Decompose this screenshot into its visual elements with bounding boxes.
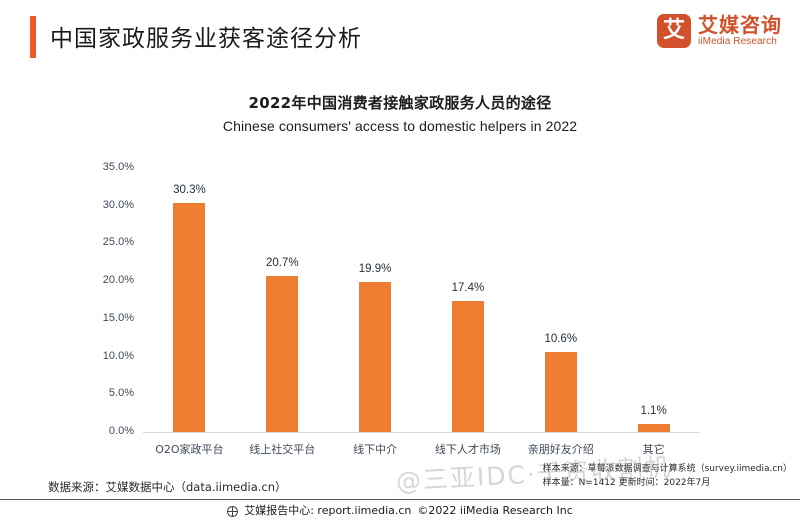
bar-value-label: 17.4% — [451, 281, 485, 294]
y-axis-tick-label: 15.0% — [102, 311, 134, 324]
data-source-note: 数据来源：艾媒数据中心（data.iimedia.cn） — [48, 480, 287, 494]
bar[interactable] — [173, 203, 206, 432]
x-axis-tick-label: 其它 — [642, 443, 665, 456]
report-center-link[interactable]: 艾媒报告中心: report.iimedia.cn — [244, 504, 412, 517]
iimedia-logo: 艾 艾媒咨询 iiMedia Research — [657, 14, 782, 48]
axis-baseline — [143, 432, 700, 433]
y-axis-tick-label: 30.0% — [102, 198, 134, 211]
chart-title-en: Chinese consumers' access to domestic he… — [222, 118, 578, 134]
logo-text: 艾媒咨询 iiMedia Research — [698, 12, 782, 48]
bar[interactable] — [451, 300, 484, 432]
page-header: 中国家政服务业获客途径分析 艾 艾媒咨询 iiMedia Research — [0, 0, 800, 72]
x-axis-tick-label: 亲朋好友介绍 — [527, 443, 594, 456]
bar[interactable] — [544, 352, 577, 432]
logo-mark-icon: 艾 — [657, 14, 691, 48]
y-axis-tick-label: 25.0% — [102, 236, 134, 249]
sample-size-note: 样本量：N=1412 更新时间：2022年7月 — [542, 477, 711, 488]
sample-source-note: 样本来源：草莓派数据调查与计算系统（survey.iimedia.cn） — [542, 464, 792, 474]
y-axis-tick-label: 35.0% — [102, 161, 134, 173]
chart-title-cn: 2022年中国消费者接触家政服务人员的途径 — [248, 94, 552, 112]
bar-value-label: 1.1% — [640, 404, 667, 417]
title-accent-bar — [30, 16, 36, 58]
page-title: 中国家政服务业获客途径分析 — [50, 26, 362, 52]
y-axis-tick-label: 10.0% — [102, 349, 134, 362]
logo-name-en: iiMedia Research — [698, 35, 777, 47]
x-axis-tick-label: 线下中介 — [353, 443, 398, 456]
y-axis-tick-label: 0.0% — [108, 425, 134, 437]
bar-value-label: 30.3% — [173, 184, 206, 197]
bar-value-label: 20.7% — [265, 256, 299, 269]
bar[interactable] — [637, 423, 670, 432]
bar[interactable] — [266, 275, 299, 432]
bar[interactable] — [359, 281, 392, 432]
y-axis-tick-label: 20.0% — [102, 274, 134, 287]
sample-notes: 样本来源：草莓派数据调查与计算系统（survey.iimedia.cn） 样本量… — [543, 463, 792, 491]
logo-name-cn: 艾媒咨询 — [698, 12, 782, 37]
footer-divider — [0, 499, 800, 500]
bar-value-label: 10.6% — [544, 333, 578, 346]
x-axis-tick-label: 线上社交平台 — [249, 443, 316, 456]
footer-bar: 艾媒报告中心: report.iimedia.cn ©2022 iiMedia … — [0, 500, 800, 520]
x-axis-tick-label: 线下人才市场 — [434, 443, 501, 456]
x-axis-tick-label: O2O家政平台 — [155, 443, 224, 456]
y-axis-tick-label: 5.0% — [108, 387, 134, 400]
bar-value-label: 19.9% — [358, 262, 392, 275]
copyright-text: ©2022 iiMedia Research Inc — [417, 503, 573, 517]
globe-icon — [227, 505, 239, 517]
